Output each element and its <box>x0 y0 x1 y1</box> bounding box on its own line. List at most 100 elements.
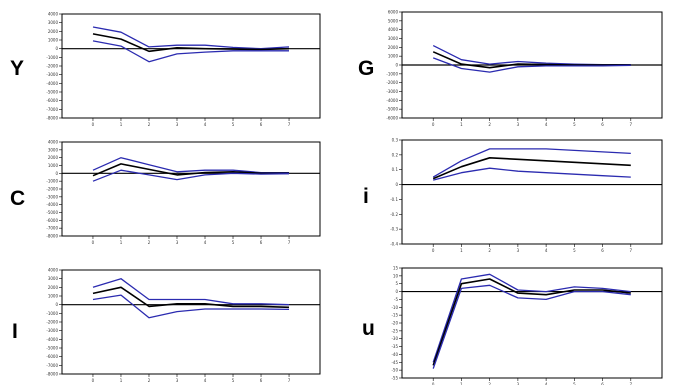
y-tick-label: 3000 <box>48 20 59 25</box>
plot-frame <box>401 267 663 379</box>
series-line-lower <box>433 167 631 181</box>
x-tick-label: 2 <box>488 382 491 385</box>
x-tick-label: 6 <box>601 122 604 127</box>
y-tick-label: -50 <box>391 368 398 373</box>
x-tick-label: 2 <box>148 240 151 245</box>
panel-label: u <box>362 317 375 340</box>
panel-G: 6000 5000 4000 3000 2000 1000 0 -1000 -2000 -3000… <box>358 10 663 127</box>
y-tick-label: 2000 <box>48 285 59 290</box>
series-line-upper <box>92 278 290 306</box>
series-line-center <box>92 286 290 309</box>
x-tick-label: 0 <box>432 122 435 127</box>
y-tick-label: 0 <box>55 302 58 307</box>
y-tick-label: -2000 <box>46 320 58 325</box>
series-line-center <box>432 157 631 180</box>
x-tick-label: 1 <box>120 378 123 383</box>
y-tick-label: 1000 <box>48 163 59 168</box>
y-tick-label: -7000 <box>46 107 58 112</box>
y-tick-label: -7000 <box>46 363 58 368</box>
x-tick-label: 7 <box>630 122 633 127</box>
plot-frame <box>401 139 663 245</box>
y-tick-label: -7000 <box>46 226 58 231</box>
y-tick-label: 3000 <box>388 36 399 41</box>
y-tick-label: -0.3 <box>390 227 398 232</box>
y-tick-label: -1000 <box>46 55 58 60</box>
y-tick-label: -2000 <box>46 64 58 69</box>
x-tick-label: 4 <box>545 122 548 127</box>
x-tick-label: 5 <box>232 122 235 127</box>
x-tick-label: 1 <box>460 122 463 127</box>
x-tick-label: 5 <box>573 122 576 127</box>
y-tick-label: 3000 <box>48 276 59 281</box>
x-tick-label: 7 <box>630 382 633 385</box>
y-tick-label: 2000 <box>48 155 59 160</box>
panel-label: i <box>363 185 369 208</box>
series-line-lower <box>92 294 290 319</box>
y-tick-label: -2000 <box>46 187 58 192</box>
series-line-lower <box>432 57 631 73</box>
x-tick-label: 1 <box>460 382 463 385</box>
y-tick-label: -5000 <box>46 90 58 95</box>
panel-label: G <box>358 57 374 80</box>
y-tick-label: -8000 <box>46 234 58 239</box>
y-tick-label: -6000 <box>46 218 58 223</box>
panel-label: C <box>10 187 25 210</box>
y-tick-label: -1000 <box>386 71 398 76</box>
series-line-upper <box>92 26 290 50</box>
series-line-center <box>92 163 289 177</box>
y-tick-label: -35 <box>391 344 398 349</box>
y-tick-label: 4000 <box>388 27 399 32</box>
x-tick-label: 2 <box>148 378 151 383</box>
y-tick-label: 5 <box>395 281 398 286</box>
y-tick-label: -8000 <box>46 372 58 377</box>
y-tick-label: 3000 <box>48 147 59 152</box>
series-line-center <box>432 51 631 69</box>
x-tick-label: 2 <box>488 248 491 253</box>
x-tick-label: 3 <box>517 122 520 127</box>
y-tick-label: -3000 <box>46 328 58 333</box>
y-tick-label: -40 <box>391 352 398 357</box>
x-tick-label: 7 <box>288 122 291 127</box>
x-tick-label: 6 <box>260 122 263 127</box>
series-line-lower <box>92 169 290 182</box>
y-tick-label: -55 <box>391 376 398 381</box>
y-tick-label: 4000 <box>48 268 59 273</box>
y-tick-label: -4000 <box>46 337 58 342</box>
x-tick-label: 5 <box>232 240 235 245</box>
x-tick-label: 6 <box>601 248 604 253</box>
series-line-center <box>432 278 631 366</box>
y-tick-label: -6000 <box>386 116 398 121</box>
y-tick-label: -25 <box>391 328 398 333</box>
x-tick-label: 3 <box>176 378 179 383</box>
x-tick-label: 4 <box>204 378 207 383</box>
x-tick-label: 7 <box>288 378 291 383</box>
y-tick-label: 0 <box>395 182 398 187</box>
panel-I: 4000 3000 2000 1000 0 -1000 -2000 -3000 -4000 -50… <box>12 268 321 383</box>
y-tick-label: 15 <box>393 266 399 271</box>
y-tick-label: -0.4 <box>390 242 398 247</box>
x-tick-label: 1 <box>120 122 123 127</box>
y-tick-label: -3000 <box>46 194 58 199</box>
x-tick-label: 2 <box>488 122 491 127</box>
x-tick-label: 4 <box>545 382 548 385</box>
x-tick-label: 5 <box>573 382 576 385</box>
series-line-upper <box>92 157 289 174</box>
y-tick-label: 2000 <box>48 29 59 34</box>
y-tick-label: 0 <box>395 63 398 68</box>
y-tick-label: -5000 <box>386 107 398 112</box>
plot-frame <box>61 141 321 237</box>
y-tick-label: 6000 <box>388 10 399 15</box>
y-tick-label: -3000 <box>46 72 58 77</box>
panel-label: I <box>12 320 18 343</box>
x-tick-label: 5 <box>232 378 235 383</box>
series-line-center <box>92 33 290 53</box>
x-tick-label: 4 <box>545 248 548 253</box>
x-tick-label: 6 <box>260 240 263 245</box>
x-tick-label: 0 <box>432 248 435 253</box>
y-tick-label: -5000 <box>46 210 58 215</box>
panel-C: 4000 3000 2000 1000 0 -1000 -2000 -3000 -4000 -50… <box>10 140 321 245</box>
y-tick-label: -8000 <box>46 116 58 121</box>
series-line-upper <box>432 273 631 363</box>
